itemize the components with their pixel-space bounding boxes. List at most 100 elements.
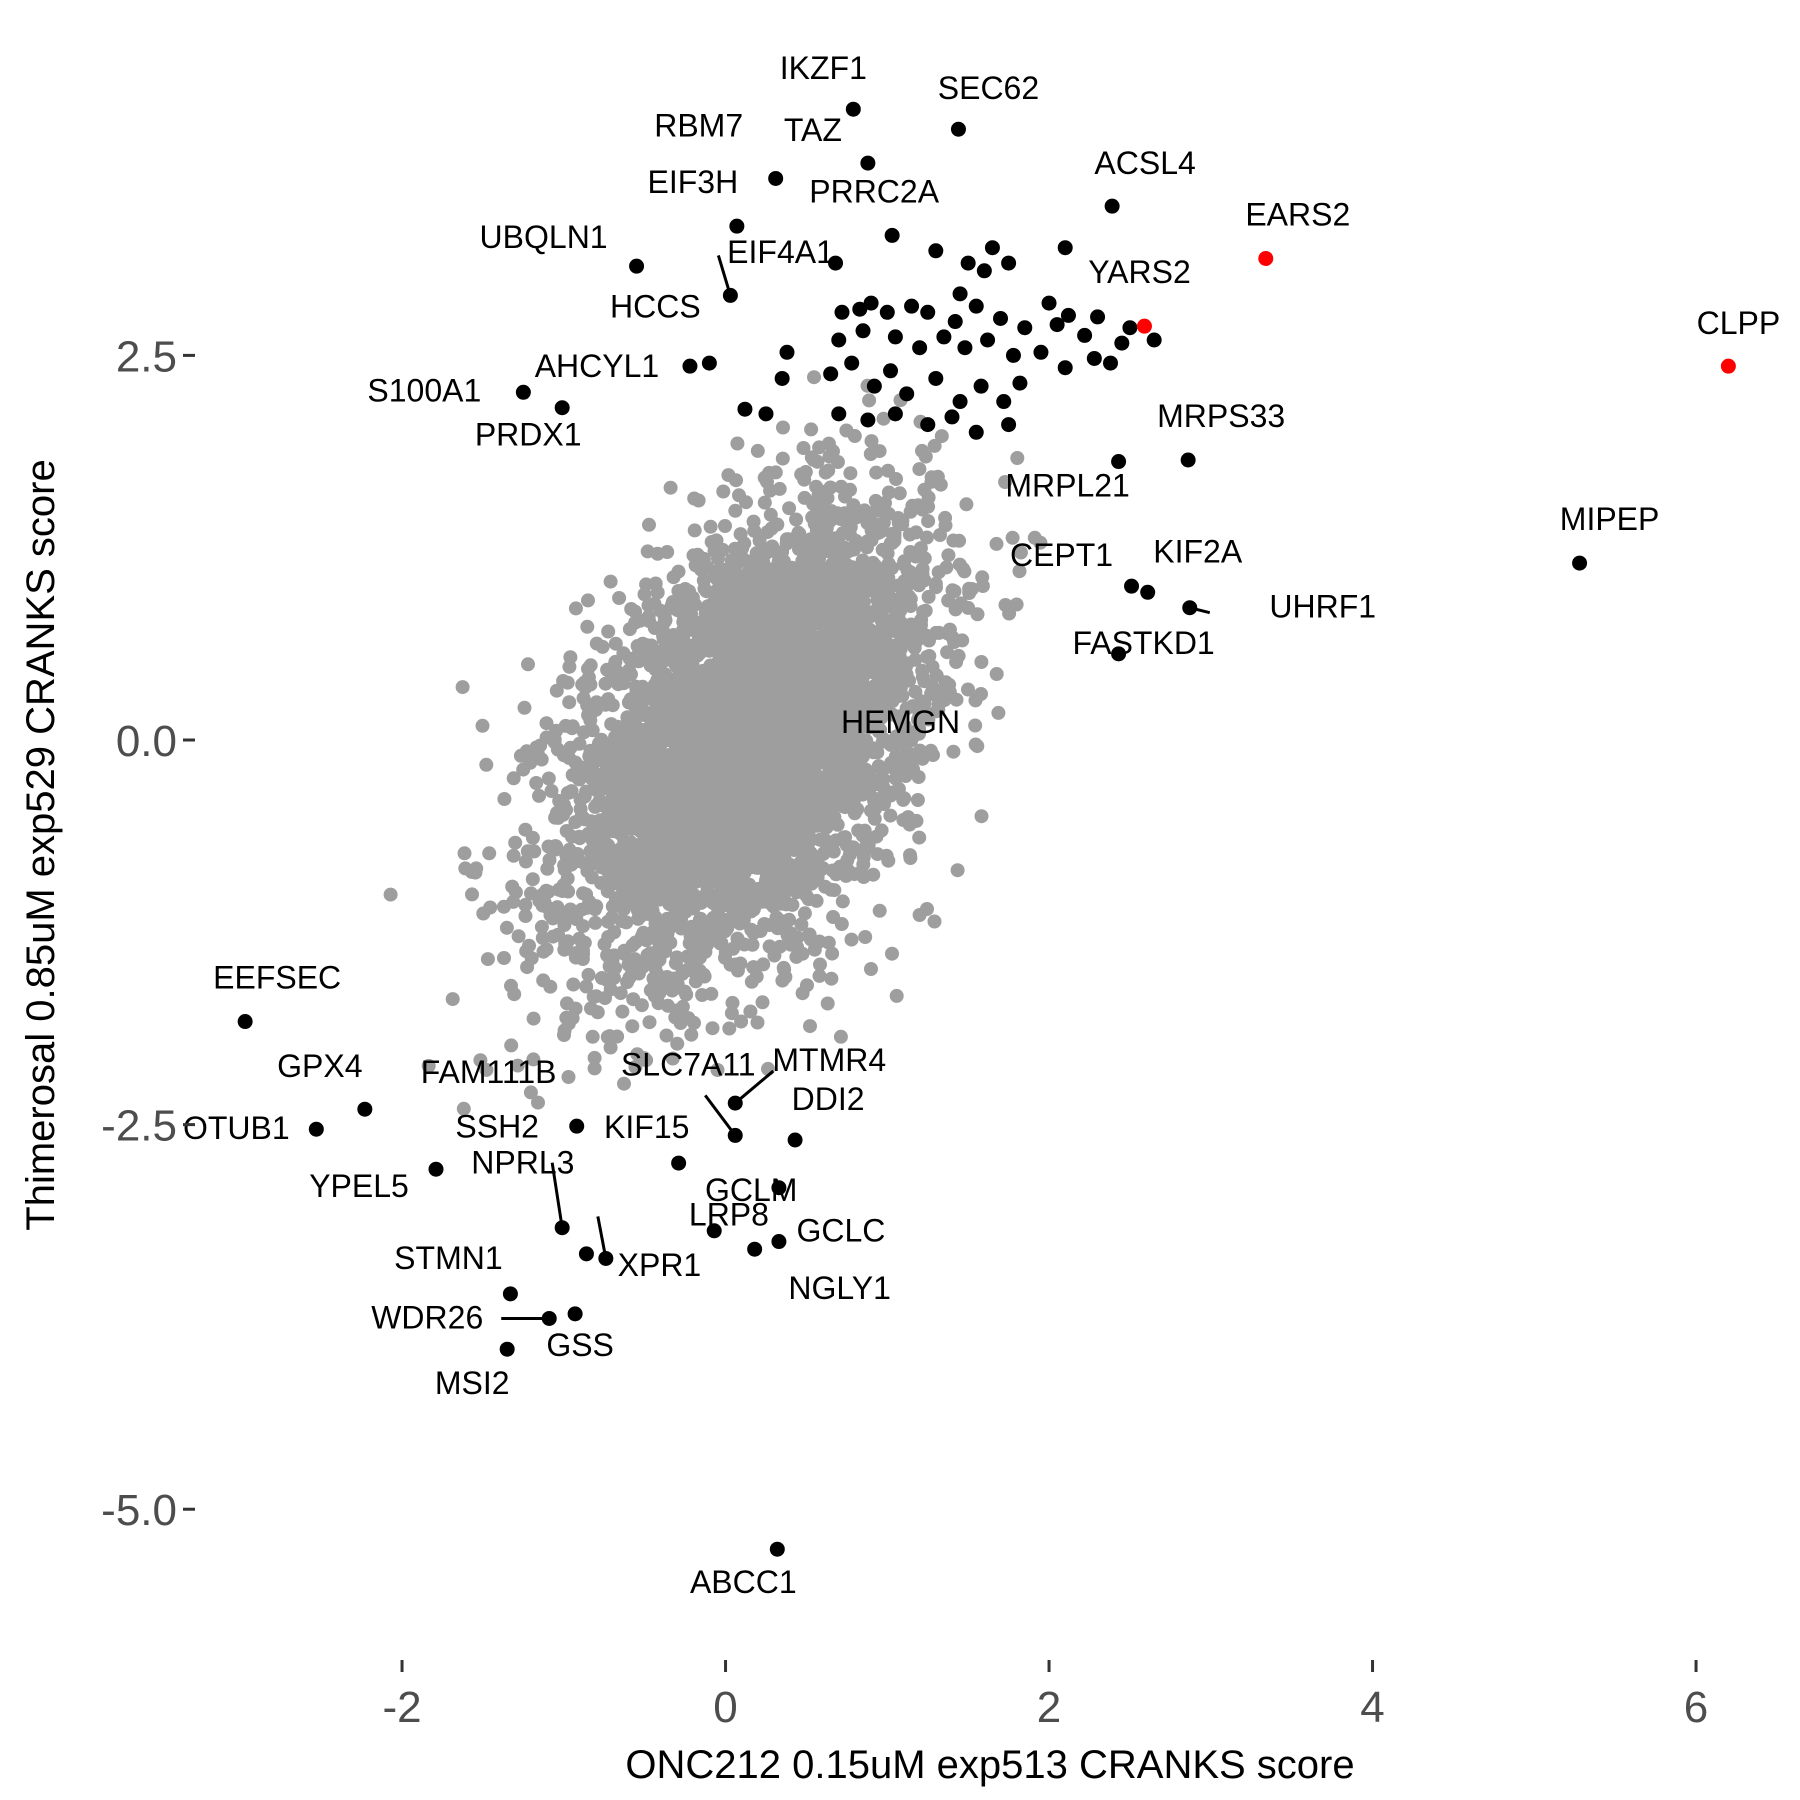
cloud-point — [810, 531, 825, 546]
cloud-point — [672, 627, 687, 642]
cloud-point — [665, 1051, 680, 1066]
cloud-point — [998, 475, 1013, 489]
cloud-point — [661, 922, 676, 937]
cloud-point — [945, 583, 960, 598]
cloud-point — [918, 449, 933, 464]
cloud-point — [750, 443, 765, 458]
cloud-point — [826, 688, 841, 703]
cloud-point — [869, 465, 884, 480]
cloud-point — [685, 615, 700, 630]
cloud-point — [724, 1006, 739, 1021]
cloud-point — [445, 992, 460, 1007]
cloud-point — [896, 813, 911, 827]
cloud-point — [687, 523, 702, 538]
cloud-point — [974, 687, 988, 701]
cloud-point — [625, 1019, 640, 1034]
cloud-point — [785, 897, 800, 912]
cloud-point — [919, 530, 934, 545]
cloud-point — [733, 904, 748, 919]
cloud-point — [520, 960, 535, 975]
cloud-point — [881, 506, 896, 521]
cloud-point — [805, 755, 820, 770]
cloud-point — [818, 749, 833, 764]
cloud-point — [475, 718, 490, 733]
cloud-point — [925, 659, 940, 674]
cloud-point — [889, 988, 904, 1003]
cloud-point — [622, 663, 636, 678]
cloud-point — [531, 1095, 545, 1110]
cloud-point — [641, 864, 655, 879]
cloud-point — [857, 783, 872, 798]
cloud-point — [691, 493, 706, 508]
cloud-point — [679, 791, 693, 806]
cloud-point — [789, 512, 804, 527]
cloud-point — [860, 834, 874, 849]
cloud-point — [739, 495, 753, 510]
cloud-point — [911, 498, 926, 513]
cloud-point — [974, 809, 989, 824]
cloud-point — [807, 370, 821, 385]
cloud-point — [884, 755, 899, 770]
cloud-point — [762, 918, 777, 933]
cloud-point — [510, 1058, 525, 1073]
cloud-point — [666, 861, 681, 876]
cloud-point — [622, 651, 637, 666]
cloud-point — [740, 581, 755, 596]
cloud-point — [796, 665, 811, 680]
cloud-point — [824, 882, 839, 897]
cloud-point — [915, 562, 930, 576]
cloud-point — [921, 589, 936, 604]
cloud-point — [612, 591, 627, 605]
cloud-point — [547, 735, 562, 750]
cloud-point — [457, 846, 472, 861]
cloud-point — [615, 1004, 630, 1019]
cloud-point — [664, 712, 679, 727]
cloud-point — [761, 652, 776, 667]
cloud-point — [729, 567, 744, 582]
cloud-point — [576, 886, 590, 901]
cloud-point — [641, 751, 655, 766]
cloud-point — [660, 545, 675, 559]
cloud-point — [716, 757, 731, 772]
cloud-point — [908, 727, 923, 742]
cloud-point — [909, 813, 924, 828]
cloud-point — [647, 989, 662, 1004]
cloud-point — [497, 792, 512, 806]
cloud-point — [847, 429, 862, 443]
cloud-point — [792, 526, 807, 541]
cloud-point — [975, 579, 990, 593]
cloud-point — [734, 872, 749, 887]
cloud-point — [745, 681, 760, 695]
cloud-point — [504, 1038, 519, 1053]
cloud-point — [620, 791, 635, 806]
cloud-point — [762, 465, 776, 480]
cloud-point — [836, 630, 851, 645]
cloud-point — [585, 1029, 600, 1044]
cloud-point — [776, 420, 790, 435]
cloud-point — [687, 747, 702, 762]
cloud-point — [824, 573, 839, 588]
cloud-point — [866, 867, 881, 882]
cloud-point — [479, 757, 494, 772]
cloud-point — [933, 528, 947, 542]
cloud-point — [643, 791, 658, 806]
cloud-point — [881, 853, 896, 868]
cloud-point — [529, 776, 544, 790]
cloud-point — [593, 779, 608, 794]
cloud-point — [761, 754, 776, 769]
cloud-point — [814, 715, 829, 730]
cloud-point — [912, 462, 927, 477]
cloud-point — [797, 906, 812, 921]
cloud-point — [746, 784, 761, 799]
cloud-point — [483, 900, 498, 915]
cloud-point — [810, 454, 825, 469]
cloud-point — [750, 860, 765, 875]
cloud-point — [806, 636, 821, 651]
cloud-point — [640, 544, 655, 559]
cloud-point — [630, 873, 645, 888]
cloud-point — [588, 915, 603, 930]
cloud-point — [582, 749, 597, 764]
cloud-point — [961, 682, 975, 697]
cloud-point — [628, 803, 643, 818]
